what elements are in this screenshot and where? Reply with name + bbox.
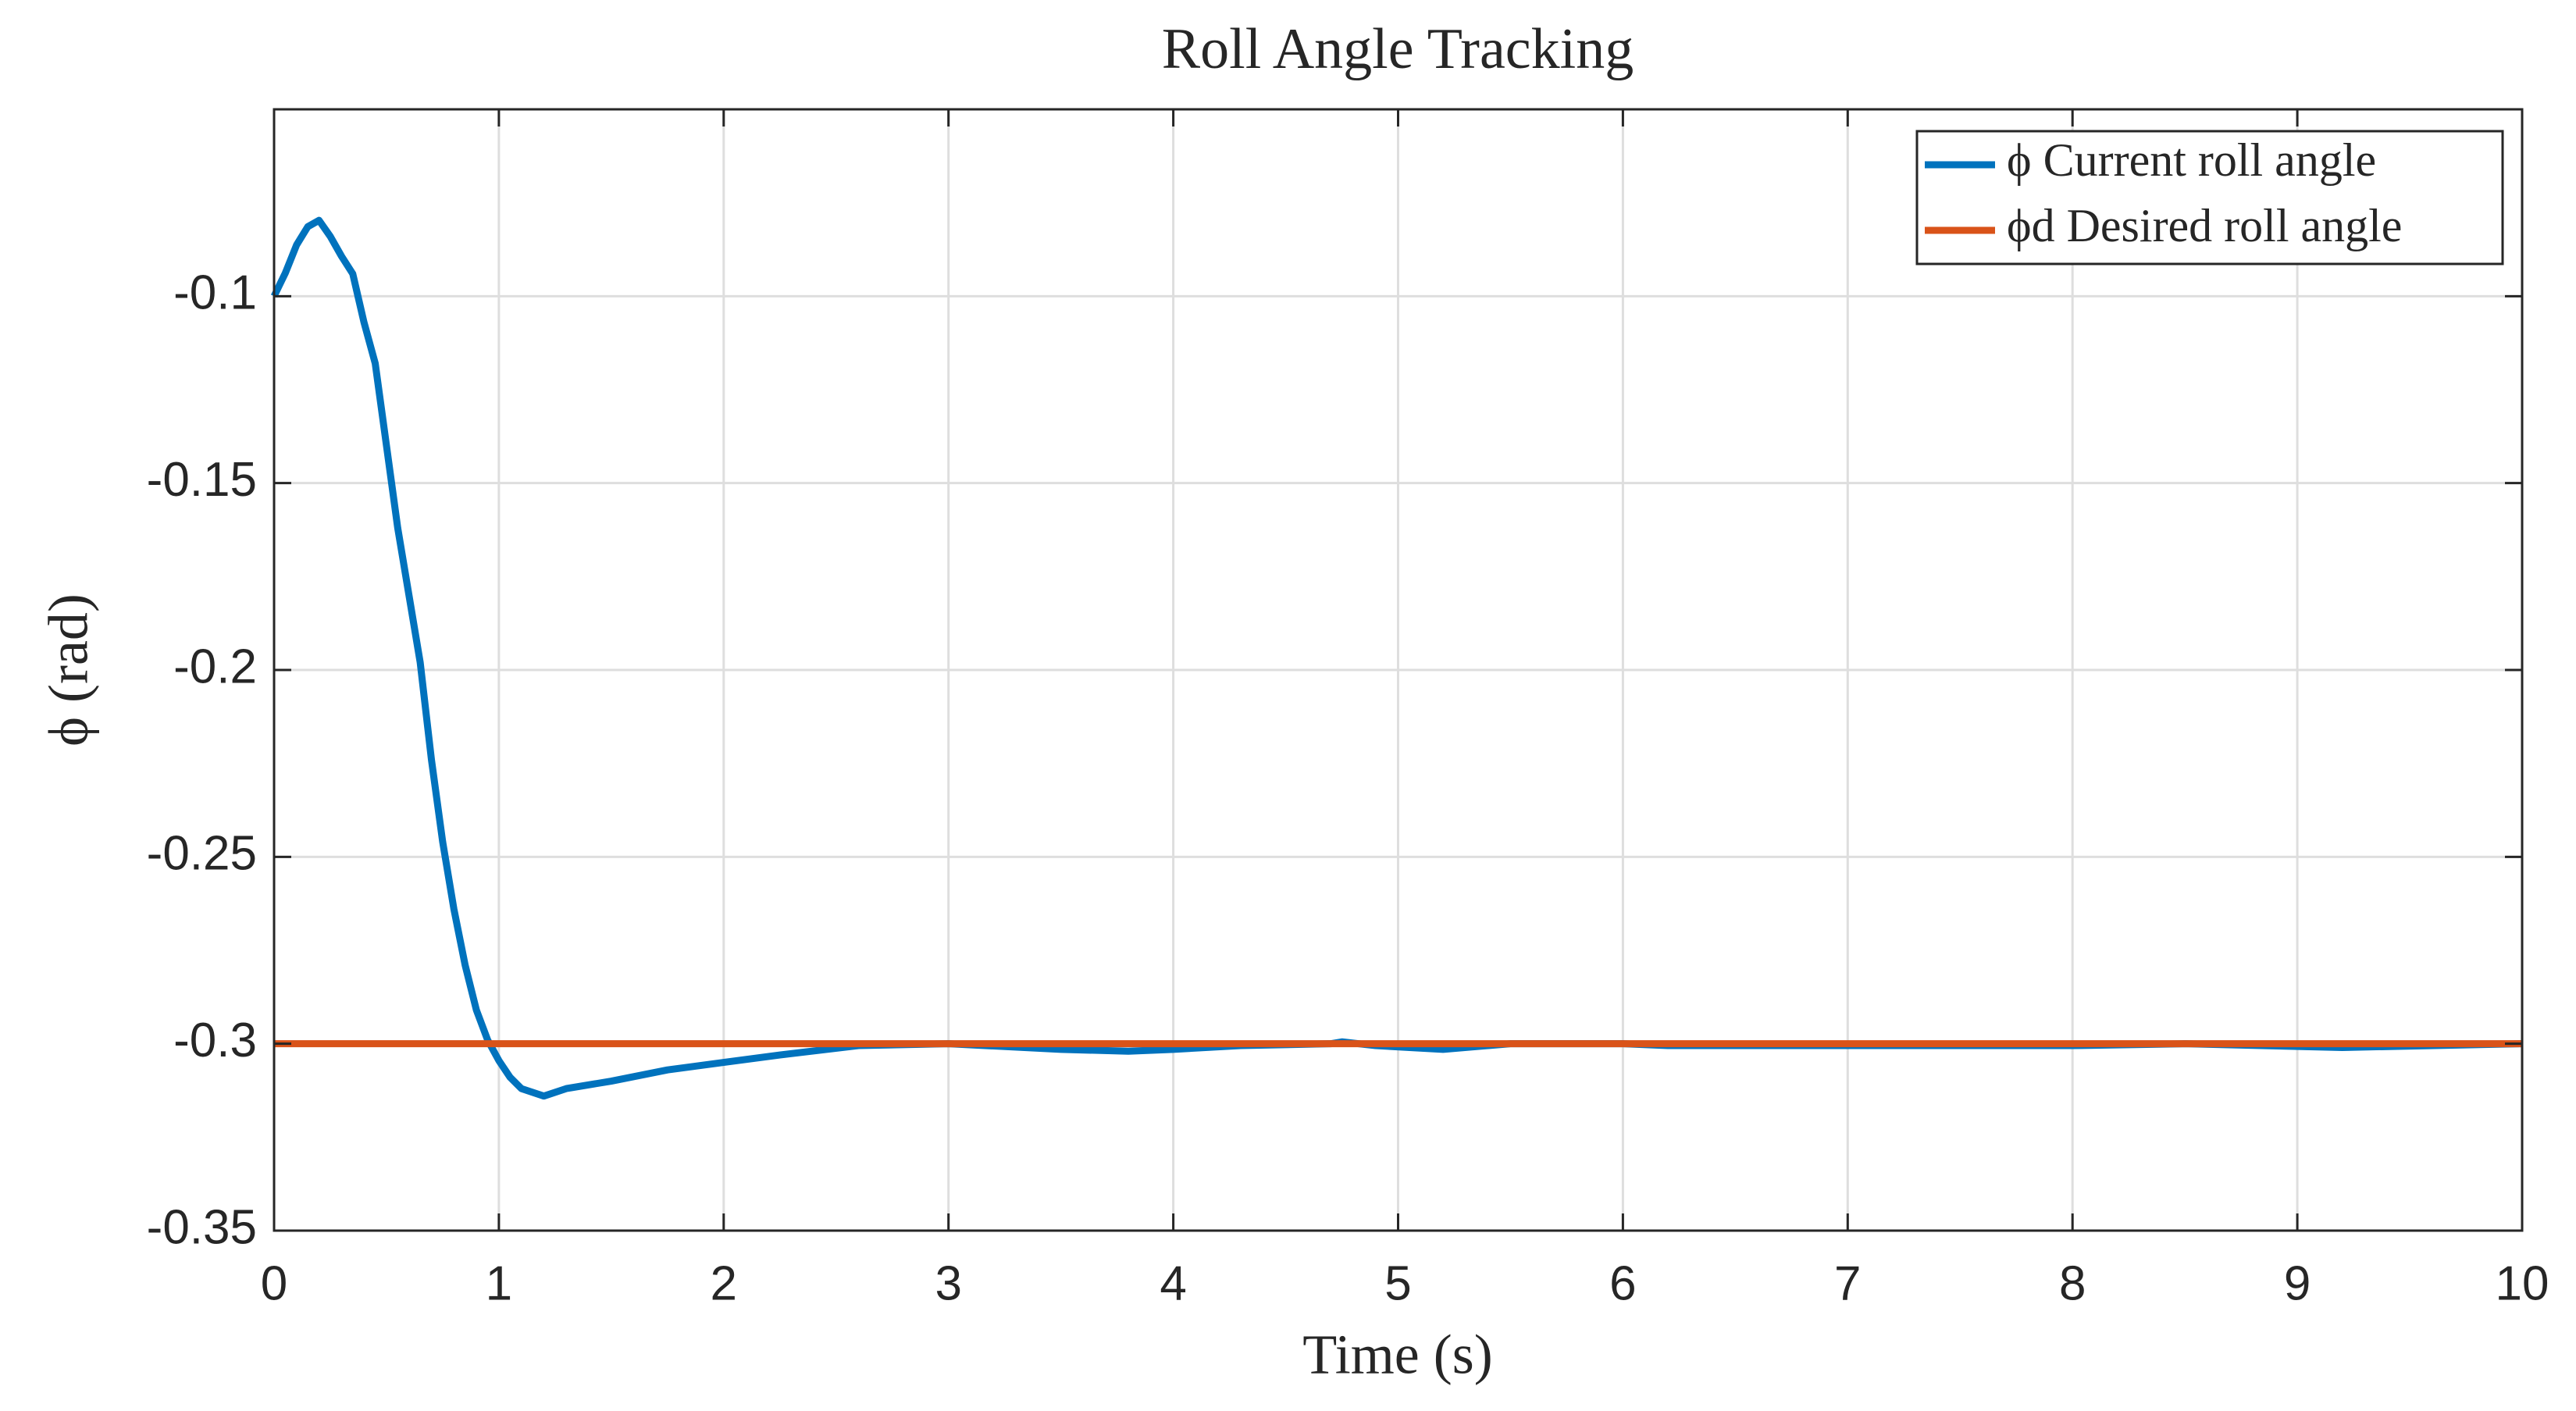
y-tick-label: -0.35 [147, 1200, 257, 1254]
x-tick-label: 2 [711, 1256, 737, 1310]
x-tick-label: 3 [935, 1256, 961, 1310]
x-tick-label: 1 [486, 1256, 512, 1310]
legend-label: ϕd Desired roll angle [2007, 200, 2402, 251]
grid [273, 109, 2524, 1232]
x-tick-label: 5 [1384, 1256, 1411, 1310]
x-tick-label: 6 [1609, 1256, 1636, 1310]
x-tick-label: 4 [1160, 1256, 1186, 1310]
x-tick-label: 7 [1834, 1256, 1861, 1310]
x-axis-label: Time (s) [1302, 1324, 1492, 1386]
x-tick-label: 9 [2284, 1256, 2311, 1310]
x-tick-label: 8 [2059, 1256, 2086, 1310]
legend-box [1915, 130, 2504, 265]
y-tick-label: -0.25 [147, 827, 257, 881]
y-tick-label: -0.15 [147, 453, 257, 507]
y-tick-label: -0.3 [173, 1014, 257, 1067]
y-tick-label: -0.1 [173, 266, 257, 320]
x-tick-label: 0 [261, 1256, 287, 1310]
data-line [270, 216, 2523, 1100]
y-axis-label: ϕ (rad) [37, 593, 100, 746]
chart-title: Roll Angle Tracking [1162, 17, 1634, 81]
legend-label: ϕ Current roll angle [2007, 134, 2376, 186]
legend: ϕ Current roll angle ϕd Desired roll angl… [1915, 130, 2504, 265]
plot-frame [273, 108, 2524, 1232]
x-tick-label: 10 [2496, 1256, 2549, 1310]
y-tick-label: -0.2 [173, 640, 257, 693]
lines [270, 216, 2523, 1100]
axes: 0 1 2 3 4 5 6 7 8 9 10 -0.35 -0.3 -0.25 -0.2 -0.15 -0.1 [147, 108, 2549, 1310]
